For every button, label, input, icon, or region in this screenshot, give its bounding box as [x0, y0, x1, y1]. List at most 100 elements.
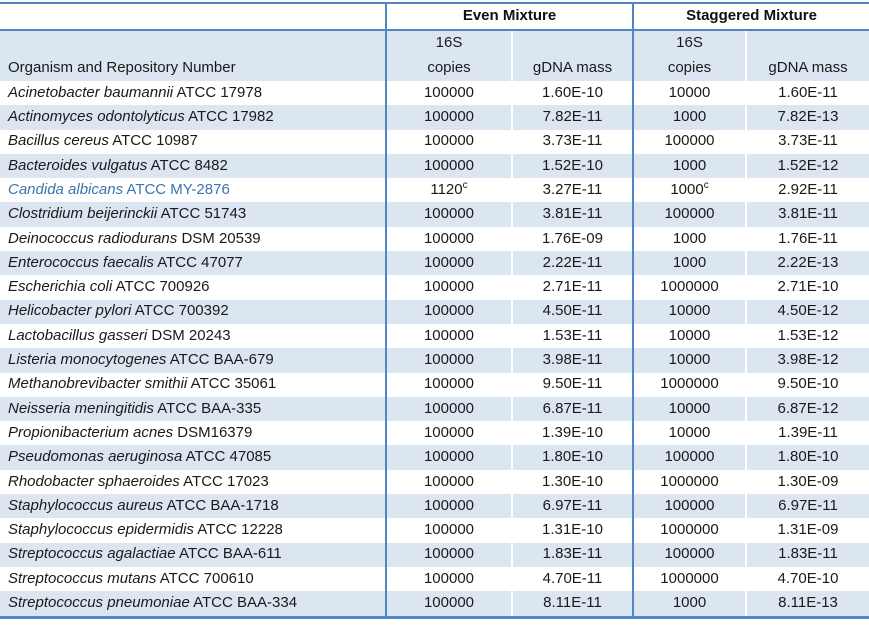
table-body: Acinetobacter baumannii ATCC 17978 10000… — [0, 81, 869, 619]
organism-cell: Helicobacter pylori ATCC 700392 — [0, 299, 386, 324]
even-gdna-mass-cell: 3.73E-11 — [511, 129, 633, 154]
organism-cell: Staphylococcus aureus ATCC BAA-1718 — [0, 494, 386, 519]
table-row: Pseudomonas aeruginosa ATCC 47085 100000… — [0, 445, 869, 470]
even-gdna-mass-value: 1.60E-10 — [542, 83, 603, 101]
table-row: Staphylococcus aureus ATCC BAA-1718 1000… — [0, 494, 869, 519]
organism-cell: Propionibacterium acnes DSM16379 — [0, 421, 386, 446]
organism-name: Lactobacillus gasseri — [8, 326, 148, 344]
organism-cell: Rhodobacter sphaeroides ATCC 17023 — [0, 469, 386, 495]
even-16s-copies-cell: 100000 — [385, 566, 512, 592]
even-16s-copies-value: 100000 — [423, 569, 475, 587]
even-gdna-mass-value: 1.76E-09 — [542, 229, 603, 247]
even-gdna-mass-value: 3.81E-11 — [542, 205, 603, 223]
staggered-16s-copies-cell: 10000 — [632, 299, 746, 324]
table-row: Candida albicans ATCC MY-2876 1120c 3.27… — [0, 178, 869, 203]
even-16s-copies-cell: 100000 — [385, 421, 512, 446]
organism-cell: Bacteroides vulgatus ATCC 8482 — [0, 153, 386, 179]
staggered-gdna-mass-value: 8.11E-13 — [778, 594, 838, 611]
staggered-gdna-mass-cell: 1.52E-12 — [745, 153, 869, 179]
organism-name: Bacteroides vulgatus — [8, 156, 148, 174]
staggered-16s-copies-cell: 100000 — [632, 202, 746, 227]
even-footnote-marker: c — [462, 179, 468, 191]
staggered-gdna-mass-cell: 4.70E-10 — [745, 566, 869, 592]
organism-name: Pseudomonas aeruginosa — [8, 448, 183, 466]
group-header-even-mixture: Even Mixture — [385, 2, 633, 31]
group-header-row: Even Mixture Staggered Mixture — [0, 2, 869, 31]
table-row: Deinococcus radiodurans DSM 20539 100000… — [0, 226, 869, 252]
even-16s-copies-value: 100000 — [423, 229, 475, 247]
even-16s-copies-cell: 100000 — [385, 105, 512, 130]
organism-name: Bacillus cereus — [8, 132, 109, 150]
staggered-16s-copies-value: 1000000 — [660, 521, 719, 539]
staggered-16s-copies-cell: 1000000 — [632, 372, 746, 397]
organism-name: Methanobrevibacter smithii — [8, 375, 188, 393]
staggered-gdna-mass-value: 1.80E-10 — [777, 448, 839, 466]
staggered-16s-copies-cell: 10000 — [632, 396, 746, 422]
even-gdna-mass-value: 3.27E-11 — [542, 180, 603, 198]
staggered-16s-copies-cell: 1000 — [632, 226, 746, 252]
staggered-gdna-mass-value: 1.30E-09 — [777, 472, 839, 490]
table-row: Lactobacillus gasseri DSM 20243 100000 1… — [0, 323, 869, 349]
staggered-16s-copies-value: 1000 — [672, 156, 707, 174]
sub-header-row-labels: Organism and Repository Number copies gD… — [0, 56, 869, 81]
staggered-16s-copies-value: 1000000 — [660, 472, 719, 490]
repository-number: ATCC BAA-611 — [178, 545, 282, 563]
organism-name: Streptococcus pneumoniae — [8, 594, 190, 611]
repository-number: ATCC 17982 — [188, 108, 274, 126]
organism-cell: Pseudomonas aeruginosa ATCC 47085 — [0, 445, 386, 470]
even-16s-copies-cell: 100000 — [385, 372, 512, 397]
staggered-gdna-mass-cell: 9.50E-10 — [745, 372, 869, 397]
even-16s-copies-cell: 100000 — [385, 445, 512, 470]
staggered-16s-label: 16S — [632, 30, 746, 56]
even-16s-copies-value: 1120 — [430, 180, 463, 198]
even-gdna-mass-cell: 1.39E-10 — [511, 421, 633, 446]
organism-name: Propionibacterium acnes — [8, 423, 174, 441]
staggered-16s-copies-cell: 10000 — [632, 421, 746, 446]
repository-number: ATCC BAA-334 — [193, 594, 298, 611]
staggered-16s-copies-value: 100000 — [664, 545, 715, 563]
staggered-gdna-mass-value: 1.52E-12 — [777, 156, 839, 174]
staggered-gdna-mass-cell: 2.92E-11 — [745, 178, 869, 203]
even-gdna-mass-cell: 1.80E-10 — [511, 445, 633, 470]
staggered-copies-header: copies — [632, 56, 746, 81]
even-gdna-mass-cell: 2.22E-11 — [511, 251, 633, 276]
table-row: Escherichia coli ATCC 700926 100000 2.71… — [0, 275, 869, 300]
sub-header-spacer — [0, 30, 386, 56]
staggered-gdna-mass-cell: 1.30E-09 — [745, 469, 869, 495]
even-16s-copies-value: 100000 — [423, 545, 475, 563]
table-row: Streptococcus pneumoniae ATCC BAA-334 10… — [0, 591, 869, 619]
even-16s-copies-cell: 100000 — [385, 226, 512, 252]
organism-name: Neisseria meningitidis — [8, 399, 154, 417]
table-row: Listeria monocytogenes ATCC BAA-679 1000… — [0, 348, 869, 373]
staggered-16s-copies-value: 1000 — [672, 108, 707, 126]
repository-number: ATCC BAA-335 — [157, 399, 262, 417]
staggered-16s-copies-value: 10000 — [668, 423, 711, 441]
even-gdna-mass-cell: 8.11E-11 — [511, 591, 633, 619]
repository-number: ATCC 35061 — [190, 375, 277, 393]
organism-cell: Enterococcus faecalis ATCC 47077 — [0, 251, 386, 276]
organism-name: Staphylococcus aureus — [8, 496, 164, 514]
organism-cell: Escherichia coli ATCC 700926 — [0, 275, 386, 300]
staggered-16s-copies-value: 10000 — [668, 399, 711, 417]
even-16s-copies-cell: 100000 — [385, 202, 512, 227]
even-gdna-mass-value: 4.50E-11 — [542, 302, 603, 320]
staggered-gdna-mass-cell: 8.11E-13 — [745, 591, 869, 619]
table-row: Actinomyces odontolyticus ATCC 17982 100… — [0, 105, 869, 130]
organism-cell: Acinetobacter baumannii ATCC 17978 — [0, 81, 386, 106]
repository-number: ATCC BAA-1718 — [166, 496, 279, 514]
even-gdna-mass-cell: 3.98E-11 — [511, 348, 633, 373]
even-16s-copies-value: 100000 — [423, 108, 475, 126]
organism-cell: Methanobrevibacter smithii ATCC 35061 — [0, 372, 386, 397]
even-16s-copies-cell: 100000 — [385, 299, 512, 324]
organism-name: Enterococcus faecalis — [8, 253, 154, 271]
even-gdna-mass-cell: 6.87E-11 — [511, 396, 633, 422]
even-16s-copies-cell: 1120c — [385, 178, 512, 203]
organism-cell: Actinomyces odontolyticus ATCC 17982 — [0, 105, 386, 130]
staggered-16s-copies-cell: 1000000 — [632, 469, 746, 495]
staggered-16s-copies-cell: 100000 — [632, 445, 746, 470]
organism-cell: Staphylococcus epidermidis ATCC 12228 — [0, 518, 386, 543]
staggered-gdna-mass-cell: 1.80E-10 — [745, 445, 869, 470]
even-copies-header: copies — [385, 56, 512, 81]
even-16s-copies-value: 100000 — [423, 472, 475, 490]
staggered-gdna-mass-cell: 2.71E-10 — [745, 275, 869, 300]
